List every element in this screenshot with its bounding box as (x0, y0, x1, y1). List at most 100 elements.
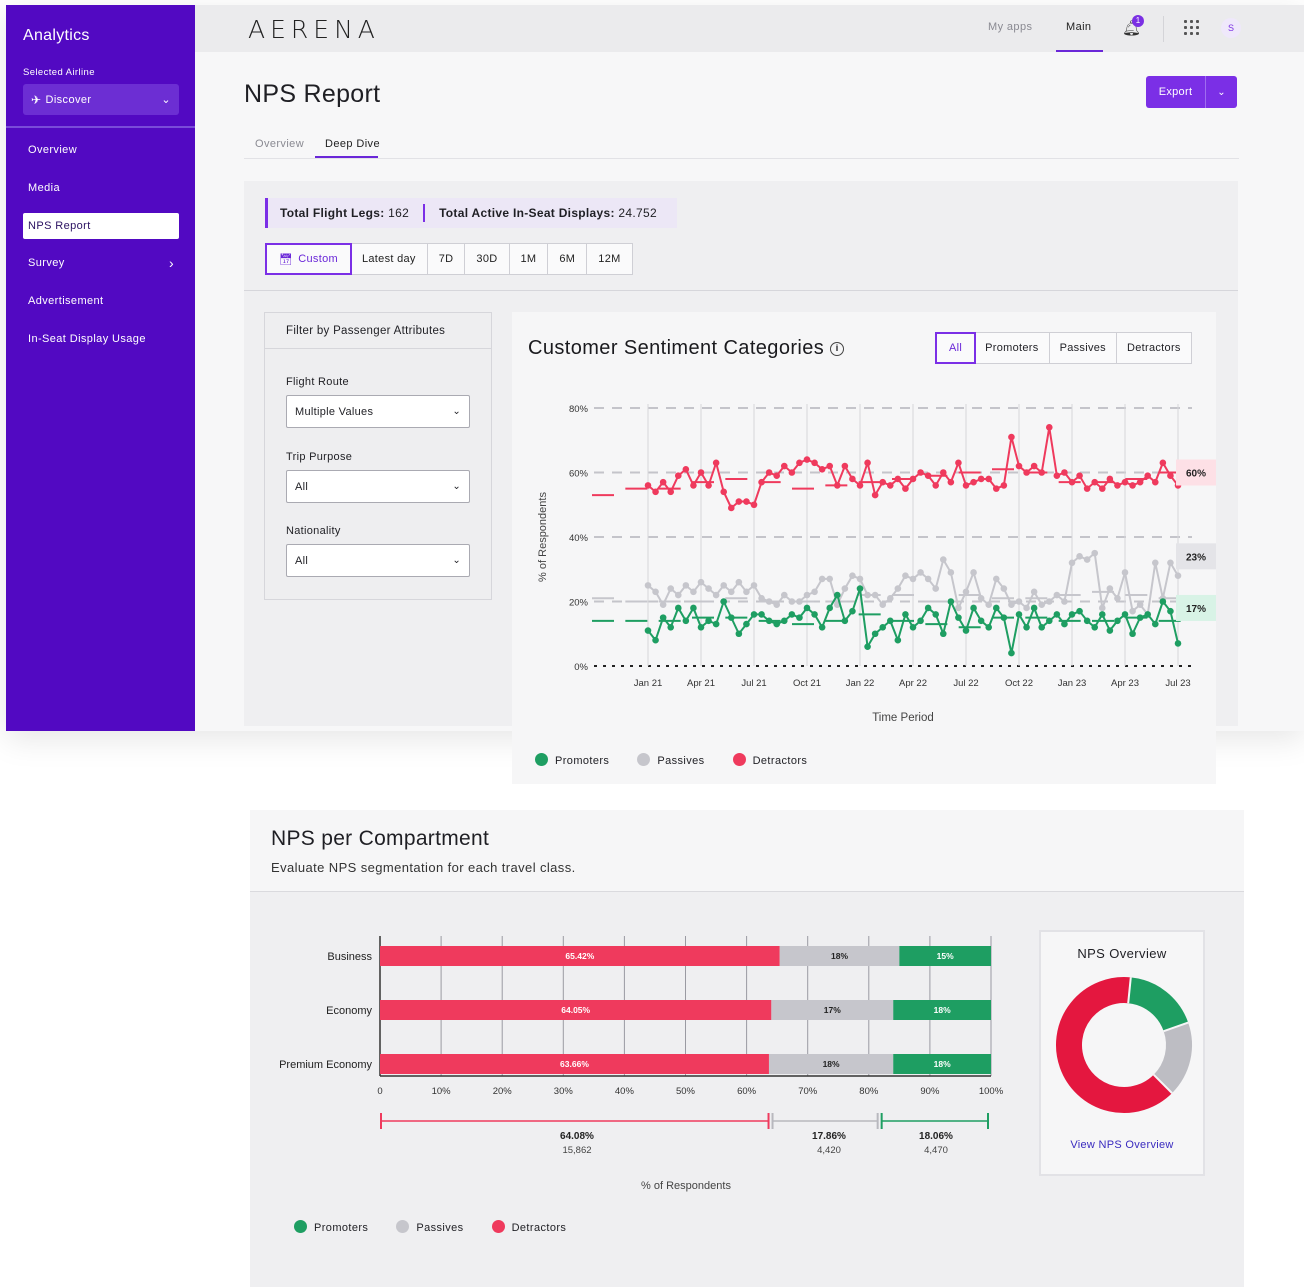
data-point-detractors (992, 485, 1000, 492)
data-point-passives (894, 585, 902, 592)
x-tick-label: Apr 23 (1111, 678, 1139, 689)
data-point-passives (992, 575, 1000, 583)
data-point-promoters (1136, 614, 1144, 621)
data-point-promoters (1053, 611, 1061, 618)
segment-detractors[interactable]: Detractors (1126, 342, 1181, 354)
data-point-detractors (720, 488, 728, 496)
compartment-title: NPS per Compartment (271, 827, 490, 850)
top-bar: AERENA My apps Main 🔔︎ 1 S (195, 5, 1304, 52)
tab-deep-dive[interactable]: Deep Dive (325, 138, 380, 150)
y-tick-label: 60% (569, 469, 589, 480)
data-point-promoters (735, 630, 743, 638)
nationality-select[interactable]: All ⌄ (286, 544, 470, 577)
end-label-promoters: 17% (1186, 604, 1206, 615)
segment-promoters[interactable]: Promoters (975, 333, 1050, 363)
data-point-promoters (871, 630, 879, 638)
segment-all[interactable]: All (935, 332, 977, 364)
x-tick-label: 0 (377, 1086, 382, 1097)
data-point-passives (743, 588, 750, 596)
data-point-promoters (1038, 624, 1046, 631)
legend-dot-promoters (294, 1220, 307, 1233)
data-point-passives (849, 572, 856, 579)
data-point-passives (932, 585, 940, 592)
total-count: 4,470 (924, 1145, 948, 1156)
data-point-promoters (690, 604, 697, 612)
info-icon[interactable]: i (830, 341, 845, 356)
range-30d[interactable]: 30D (465, 244, 510, 274)
main-link[interactable]: Main (1066, 21, 1092, 33)
bar-detractors (380, 1054, 769, 1074)
apps-grid-icon[interactable] (1182, 18, 1200, 36)
data-point-promoters (939, 630, 947, 638)
data-point-promoters (720, 598, 728, 605)
my-apps-link[interactable]: My apps (988, 21, 1033, 33)
bar-label-passives: 17% (824, 1005, 841, 1015)
sidebar-item-media[interactable]: Media (23, 175, 179, 201)
sidebar-item-overview[interactable]: Overview (23, 137, 179, 163)
chevron-down-icon: ⌄ (452, 555, 461, 566)
select-value: All (295, 480, 309, 493)
x-tick-label: Jul 22 (953, 678, 978, 689)
tab-overview[interactable]: Overview (255, 138, 305, 150)
stats-separator (423, 204, 426, 222)
export-button[interactable]: Export ⌄ (1146, 76, 1237, 108)
data-point-detractors (1008, 433, 1015, 441)
range-1m[interactable]: 1M (510, 244, 549, 274)
data-point-passives (1091, 549, 1099, 557)
data-point-detractors (970, 478, 977, 486)
data-point-passives (985, 601, 993, 609)
chevron-down-icon[interactable]: ⌄ (1205, 76, 1237, 108)
legend-passives: Passives (396, 1220, 463, 1234)
sidebar-item-label: Overview (28, 144, 78, 156)
sidebar-item-in-seat-display-usage[interactable]: In-Seat Display Usage (23, 326, 179, 352)
range-custom[interactable]: 📅︎ Custom (265, 243, 352, 275)
flight-route-select[interactable]: Multiple Values ⌄ (286, 395, 470, 428)
sidebar-item-label: Media (28, 182, 60, 194)
airline-select[interactable]: ✈ Discover ⌄ (23, 84, 179, 115)
sidebar-item-advertisement[interactable]: Advertisement (23, 288, 179, 314)
data-point-passives (652, 588, 659, 596)
legend-detractors: Detractors (732, 753, 808, 767)
x-tick-label: Jul 21 (741, 678, 766, 689)
data-point-detractors (917, 469, 924, 476)
y-tick-label: 80% (569, 404, 589, 415)
data-point-promoters (1083, 617, 1091, 625)
compartment-bar-chart: 0 10% 20% 30% 40% 50% 60% 70% 80% 90% 100% Business… (279, 936, 1004, 1192)
sentiment-filter-tabs: All Promoters Passives Detractors (935, 332, 1192, 364)
data-point-passives (856, 575, 864, 583)
data-point-passives (690, 588, 697, 596)
data-point-passives (712, 591, 720, 599)
range-7d[interactable]: 7D (428, 244, 466, 274)
data-point-passives (924, 575, 932, 583)
legend-passives: Passives (637, 753, 704, 767)
data-point-detractors (947, 478, 955, 486)
sidebar-item-survey[interactable]: Survey › (23, 250, 179, 276)
data-point-detractors (667, 488, 675, 496)
data-point-detractors (1053, 472, 1061, 480)
data-point-promoters (826, 604, 834, 612)
donut-slice-passives (1153, 1022, 1192, 1094)
data-point-promoters (750, 611, 758, 618)
data-point-passives (727, 588, 735, 596)
trip-purpose-select[interactable]: All ⌄ (286, 470, 470, 503)
data-point-passives (1098, 604, 1106, 612)
sidebar-item-nps-report[interactable]: NPS Report (23, 213, 179, 239)
x-tick-label: 80% (859, 1086, 879, 1097)
data-point-passives (1151, 559, 1159, 567)
bar-label-detractors: 64.05% (561, 1005, 590, 1015)
data-point-passives (1015, 598, 1023, 605)
total-pct: 64.08% (560, 1131, 594, 1142)
segment-passives[interactable]: Passives (1050, 333, 1117, 363)
range-12m[interactable]: 12M (598, 253, 621, 265)
range-latest-day[interactable]: Latest day (351, 244, 428, 274)
notification-badge: 1 (1132, 15, 1144, 27)
data-point-promoters (1121, 611, 1129, 618)
avatar[interactable]: S (1221, 18, 1241, 38)
data-point-detractors (780, 462, 788, 470)
range-6m[interactable]: 6M (548, 244, 588, 274)
view-nps-overview-link[interactable]: View NPS Overview (1070, 1139, 1174, 1151)
chevron-down-icon: ⌄ (161, 94, 171, 106)
sidebar-item-label: Survey (28, 257, 65, 269)
data-point-passives (871, 591, 879, 599)
flight-legs-value: 162 (388, 206, 410, 220)
